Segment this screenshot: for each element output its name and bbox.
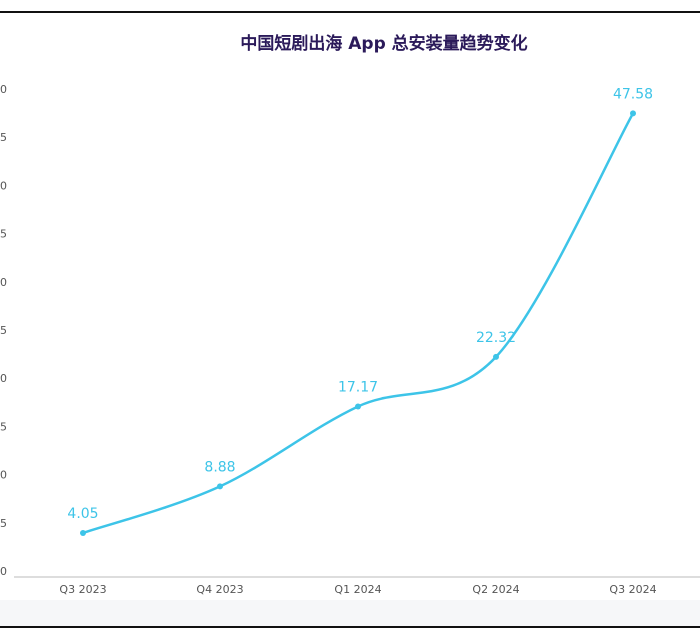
data-label: 17.17 (338, 379, 378, 395)
point (493, 353, 499, 360)
y-tick-label: 40 (0, 179, 7, 192)
chart-title: 中国短剧出海 App 总安装量趋势变化 (240, 33, 527, 54)
data-label: 47.58 (613, 86, 653, 102)
x-tick-label: Q3 2023 (59, 583, 106, 596)
x-tick-label: Q4 2023 (196, 583, 243, 596)
y-tick-label: 50 (0, 83, 7, 96)
point (217, 483, 223, 490)
y-tick-label: 15 (0, 420, 7, 433)
point (80, 529, 86, 536)
y-tick-label: 45 (0, 131, 7, 144)
x-tick-label: Q1 2024 (334, 583, 381, 596)
point (355, 403, 361, 410)
footer-band (0, 600, 700, 626)
x-tick-label: Q3 2024 (609, 583, 656, 596)
x-tick-label: Q2 2024 (472, 583, 519, 596)
point (630, 110, 636, 117)
y-tick-label: 0 (0, 565, 7, 578)
data-label: 22.32 (476, 330, 516, 346)
y-tick-label: 10 (0, 469, 7, 482)
data-label: 8.88 (204, 459, 235, 475)
y-tick-label: 35 (0, 228, 7, 241)
series-line (82, 112, 635, 535)
y-tick-label: 5 (0, 517, 7, 530)
y-tick-label: 25 (0, 324, 7, 337)
data-label: 4.05 (67, 506, 98, 522)
y-tick-label: 30 (0, 276, 7, 289)
y-tick-label: 20 (0, 372, 7, 385)
